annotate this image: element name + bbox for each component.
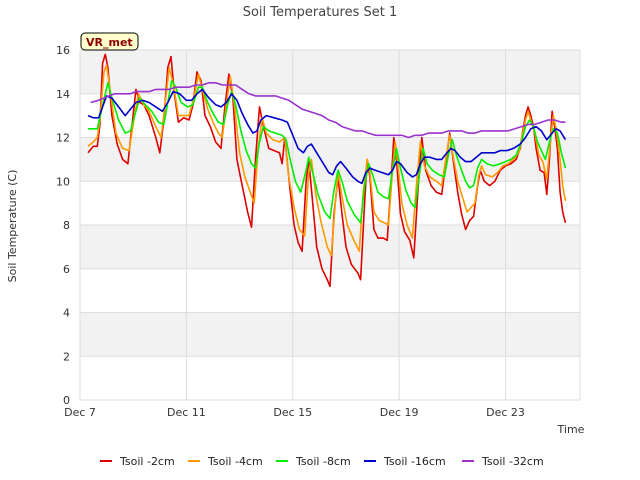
x-tick-label: Dec 23 <box>486 406 525 419</box>
grid-lines <box>79 49 581 401</box>
x-tick-label: Dec 11 <box>167 406 206 419</box>
legend: Tsoil -2cm Tsoil -4cm Tsoil -8cm Tsoil -16c… <box>100 455 544 468</box>
y-tick-label: 16 <box>56 44 70 57</box>
y-tick-label: 10 <box>56 175 70 188</box>
legend-label: Tsoil -8cm <box>295 455 351 468</box>
series-line-tsoil-16cm <box>87 88 567 185</box>
station-badge-label: VR_met <box>86 36 133 49</box>
x-tick-label: Dec 15 <box>273 406 312 419</box>
legend-item: Tsoil -16cm <box>364 455 446 468</box>
series-lines <box>87 53 567 288</box>
plot-band <box>80 50 580 94</box>
legend-label: Tsoil -16cm <box>383 455 446 468</box>
series-line-tsoil-32cm <box>90 82 566 139</box>
y-tick-label: 12 <box>56 132 70 145</box>
legend-item: Tsoil -8cm <box>276 455 351 468</box>
x-axis-ticks: Dec 7 Dec 11 Dec 15 Dec 19 Dec 23 <box>64 406 525 419</box>
x-tick-label: Dec 19 <box>380 406 419 419</box>
legend-label: Tsoil -4cm <box>207 455 263 468</box>
plot-band <box>80 137 580 182</box>
y-tick-label: 0 <box>63 394 70 407</box>
y-tick-label: 6 <box>63 263 70 276</box>
legend-label: Tsoil -2cm <box>119 455 175 468</box>
station-badge-box <box>80 32 139 51</box>
station-badge: VR_met <box>80 32 139 51</box>
plot-band <box>80 225 580 269</box>
legend-item: Tsoil -32cm <box>462 455 544 468</box>
x-tick-label: Dec 7 <box>64 406 96 419</box>
legend-label: Tsoil -32cm <box>481 455 544 468</box>
y-tick-label: 2 <box>63 350 70 363</box>
series-line-tsoil-8cm <box>88 79 567 224</box>
y-axis-label: Soil Temperature (C) <box>6 170 19 283</box>
legend-item: Tsoil -4cm <box>188 455 263 468</box>
y-tick-label: 8 <box>63 219 70 232</box>
y-axis-ticks: 0 2 4 6 8 10 12 14 16 <box>56 44 70 407</box>
x-axis-label: Time <box>557 423 585 436</box>
y-tick-label: 14 <box>56 88 70 101</box>
legend-item: Tsoil -2cm <box>100 455 175 468</box>
y-tick-label: 4 <box>63 307 70 320</box>
plot-band <box>80 312 580 357</box>
plot-band <box>80 356 580 400</box>
chart-title: Soil Temperatures Set 1 <box>243 5 398 20</box>
